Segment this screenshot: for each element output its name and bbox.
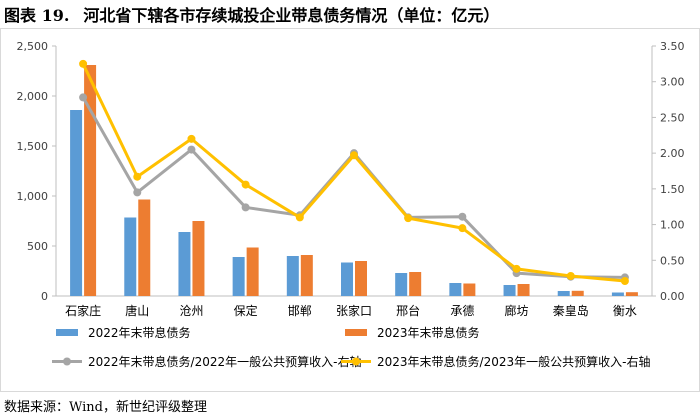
- bar-2023: [300, 255, 313, 296]
- bar-2022: [232, 257, 245, 296]
- y-left-tick-label: 1,500: [17, 140, 49, 153]
- y-right-tick-label: 3.50: [660, 40, 685, 53]
- figure-label: 图表 19.: [4, 6, 70, 25]
- line-point-2023: [620, 277, 629, 285]
- y-right-tick-label: 0.00: [660, 290, 685, 303]
- x-tick-label: 石家庄: [65, 303, 101, 318]
- line-point-2022: [133, 188, 142, 197]
- y-right-tick-label: 1.50: [660, 183, 685, 196]
- bar-2023: [463, 283, 476, 296]
- line-point-2023: [566, 272, 575, 280]
- legend-swatch: [56, 329, 78, 336]
- line-point-2023: [295, 213, 304, 222]
- y-left-tick-label: 2,000: [17, 90, 49, 103]
- y-right-tick-label: 3.00: [660, 76, 685, 89]
- legend-marker: [352, 357, 360, 366]
- figure-title: 河北省下辖各市存续城投企业带息债务情况（单位：亿元）: [83, 6, 500, 25]
- line-point-2023: [241, 180, 250, 189]
- line-point-2022: [187, 145, 196, 154]
- y-left-tick-label: 1,000: [17, 190, 49, 203]
- bar-2023: [246, 247, 259, 296]
- bar-2023: [517, 284, 530, 296]
- legend-label: 2022年末带息债务: [88, 325, 191, 340]
- line-point-2022: [241, 203, 250, 212]
- combo-chart: 0 500 1,000 1,500 2,000 2,500 0.00 0.50 1.00 1.50…: [0, 28, 700, 392]
- line-point-2022: [79, 93, 88, 102]
- line-point-2022: [458, 212, 467, 221]
- bar-2022: [341, 262, 353, 296]
- line-point-2023: [187, 134, 196, 143]
- line-point-2023: [458, 224, 467, 233]
- x-tick-label: 衡水: [613, 304, 637, 318]
- x-tick-label: 保定: [234, 303, 258, 318]
- legend-label: 2023年末带息债务: [377, 325, 480, 340]
- chart-title: 图表 19. 河北省下辖各市存续城投企业带息债务情况（单位：亿元）: [4, 2, 499, 26]
- bar-2022: [286, 256, 299, 296]
- bar-2022: [503, 285, 516, 296]
- x-tick-label: 邢台: [396, 303, 420, 318]
- x-tick-label: 承德: [450, 303, 474, 318]
- bar-2023: [192, 221, 205, 296]
- line-point-2023: [133, 172, 142, 181]
- bar-2023: [625, 292, 638, 296]
- legend-label: 2022年末带息债务/2022年一般公共预算收入-右轴: [88, 354, 361, 369]
- bar-2023: [84, 65, 97, 296]
- bar-2022: [124, 217, 137, 296]
- y-right-tick-label: 2.50: [660, 111, 685, 124]
- bar-2023: [571, 290, 584, 296]
- bar-2023: [138, 199, 151, 296]
- bar-2023: [409, 272, 422, 296]
- bar-2022: [70, 110, 83, 296]
- y-right-tick-label: 0.50: [660, 254, 685, 267]
- bar-2022: [178, 232, 191, 296]
- x-tick-label: 沧州: [179, 303, 203, 318]
- line-point-2023: [404, 214, 413, 223]
- bar-2022: [557, 291, 570, 296]
- legend-marker: [63, 357, 71, 366]
- legend-label: 2023年末带息债务/2023年一般公共预算收入-右轴: [377, 354, 650, 369]
- chart-frame: 0 500 1,000 1,500 2,000 2,500 0.00 0.50 1.00 1.50…: [0, 28, 700, 392]
- bar-2022: [611, 292, 624, 296]
- bar-2023: [355, 261, 367, 296]
- x-tick-label: 廊坊: [505, 303, 529, 318]
- x-tick-label: 秦皇岛: [553, 303, 589, 318]
- y-left-tick-label: 500: [27, 240, 48, 253]
- data-source: 数据来源：Wind，新世纪评级整理: [4, 400, 207, 415]
- y-right-tick-label: 2.00: [660, 147, 685, 160]
- y-right-tick-label: 1.00: [660, 219, 685, 232]
- line-point-2023: [350, 151, 358, 160]
- line-point-2023: [512, 264, 521, 273]
- bar-2022: [395, 273, 408, 296]
- bar-2022: [449, 283, 462, 296]
- y-left-tick-label: 0: [41, 290, 48, 303]
- legend-swatch: [345, 329, 367, 336]
- y-left-tick-label: 2,500: [17, 40, 49, 53]
- x-tick-label: 唐山: [125, 303, 149, 318]
- line-point-2023: [79, 59, 88, 68]
- x-tick-label: 张家口: [336, 303, 372, 318]
- x-tick-label: 邯郸: [288, 303, 312, 318]
